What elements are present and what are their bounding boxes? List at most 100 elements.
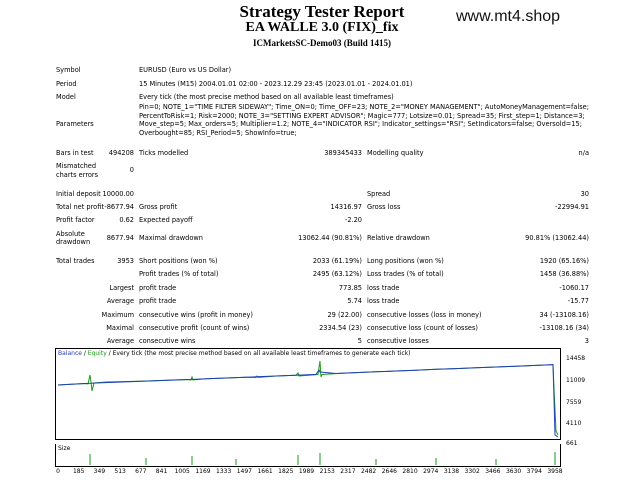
spread-label: Spread <box>367 190 391 198</box>
largest-loss-value: -1060.17 <box>559 284 589 292</box>
ticks-label: Ticks modelled <box>139 149 189 157</box>
total-trades-label: Total trades <box>56 257 95 265</box>
profit-trades-label: Profit trades (% of total) <box>139 270 219 278</box>
x-tick: 2153 <box>319 468 335 475</box>
x-tick: 1497 <box>236 468 253 475</box>
average-profit-label: profit trade <box>139 297 177 305</box>
largest-label: Largest <box>109 284 134 292</box>
balance-line-plot <box>57 360 559 438</box>
expert-name: EA WALLE 3.0 (FIX)_fix <box>245 20 399 35</box>
relative-drawdown-value: 90.81% (13062.44) <box>525 234 589 242</box>
size-bars <box>89 452 556 465</box>
y-tick: 11009 <box>566 377 586 384</box>
largest-profit-label: profit trade <box>139 284 177 292</box>
report-header: Strategy Tester Report EA WALLE 3.0 (FIX… <box>0 0 640 56</box>
equity-line <box>57 360 559 436</box>
x-tick: 2974 <box>423 468 439 475</box>
x-tick: 3794 <box>526 468 542 475</box>
expected-payoff-value: -2.20 <box>344 216 362 224</box>
profit-trades-value: 2495 (63.12%) <box>312 270 362 278</box>
avg-consecutive-losses-label: consecutive losses <box>367 337 429 345</box>
maximal-consecutive-loss-value: -13108.16 (34) <box>539 324 589 332</box>
x-tick: 349 <box>93 468 106 475</box>
deposit-value: 10000.00 <box>102 190 134 198</box>
maximal-consecutive-profit-label: consecutive profit (count of wins) <box>139 324 250 332</box>
legend-separator: / <box>81 350 88 357</box>
absolute-drawdown-value: 8677.94 <box>106 234 134 242</box>
average-loss-value: -15.77 <box>567 297 589 305</box>
x-tick: 1661 <box>257 468 273 475</box>
max-consecutive-losses-label: consecutive losses (loss in money) <box>367 311 482 319</box>
absolute-drawdown-label-2: drawdown <box>56 238 91 246</box>
long-positions-value: 1920 (65.16%) <box>539 257 589 265</box>
legend-description: / Every tick (the most precise method ba… <box>106 350 411 357</box>
maximal-label: Maximal <box>106 324 134 332</box>
gross-loss-value: -22994.91 <box>555 203 589 211</box>
relative-drawdown-label: Relative drawdown <box>367 234 430 242</box>
symbol-label: Symbol <box>56 66 81 74</box>
gross-profit-value: 14316.97 <box>330 203 362 211</box>
mismatch-label-2: charts errors <box>56 171 99 179</box>
balance-line <box>57 364 559 438</box>
bars-label: Bars in test <box>56 149 94 157</box>
mismatch-label-1: Mismatched <box>56 162 97 170</box>
maximal-drawdown-label: Maximal drawdown <box>139 234 203 242</box>
y-tick: 14458 <box>566 355 586 362</box>
average-profit-value: 5.74 <box>347 297 362 305</box>
x-tick: 1989 <box>298 468 315 475</box>
x-tick: 0 <box>56 468 60 475</box>
avg-consecutive-wins-value: 5 <box>357 337 362 345</box>
x-tick: 3958 <box>547 468 563 475</box>
model-label: Model <box>56 93 76 101</box>
loss-trades-value: 1458 (36.88%) <box>539 270 589 278</box>
x-tick: 3138 <box>443 468 460 475</box>
parameters-value: Pin=0; NOTE_1="TIME FILTER SIDEWAY"; Tim… <box>139 103 589 137</box>
y-tick: 7559 <box>566 399 582 406</box>
gross-profit-label: Gross profit <box>139 203 178 211</box>
y-tick: 4110 <box>566 420 582 427</box>
average-loss-label: loss trade <box>367 297 400 305</box>
quality-value: n/a <box>578 149 589 157</box>
expected-payoff-label: Expected payoff <box>139 216 193 224</box>
period-value: 15 Minutes (M15) 2004.01.01 02:00 - 2023… <box>139 80 413 88</box>
spread-value: 30 <box>580 190 589 198</box>
ticks-value: 389345433 <box>324 149 362 157</box>
x-tick: 2482 <box>360 468 377 475</box>
avg-consecutive-wins-label: consecutive wins <box>139 337 196 345</box>
parameters-label: Parameters <box>56 120 94 128</box>
x-tick: 1333 <box>216 468 232 475</box>
x-tick: 2646 <box>381 468 397 475</box>
gross-loss-label: Gross loss <box>367 203 401 211</box>
absolute-drawdown-label-1: Absolute <box>56 230 85 238</box>
quality-label: Modelling quality <box>367 149 424 157</box>
x-tick: 185 <box>72 468 85 475</box>
deposit-label: Initial deposit <box>56 190 101 198</box>
avg-consecutive-losses-value: 3 <box>584 337 589 345</box>
max-consecutive-wins-label: consecutive wins (profit in money) <box>139 311 254 319</box>
maximum-label: Maximum <box>101 311 135 319</box>
max-consecutive-losses-value: 34 (-13108.16) <box>539 311 589 319</box>
average-label: Average <box>106 297 134 305</box>
size-panel: Size <box>55 444 561 467</box>
report-title: Strategy Tester Report <box>239 2 405 21</box>
chart-legend: Balance / Equity / Every tick (the most … <box>58 350 411 357</box>
model-value: Every tick (the most precise method base… <box>139 93 394 101</box>
total-trades-value: 3953 <box>117 257 134 265</box>
x-tick: 1005 <box>174 468 190 475</box>
x-tick: 3302 <box>464 468 480 475</box>
watermark: www.mt4.shop <box>456 8 561 25</box>
short-positions-label: Short positions (won %) <box>139 257 218 265</box>
x-tick: 841 <box>155 468 168 475</box>
size-label: Size <box>58 445 71 452</box>
legend-balance: Balance <box>58 350 82 357</box>
average-consecutive-label: Average <box>106 337 134 345</box>
x-tick: 513 <box>114 468 126 475</box>
largest-profit-value: 773.85 <box>338 284 362 292</box>
long-positions-label: Long positions (won %) <box>367 257 444 265</box>
bars-value: 494208 <box>108 149 134 157</box>
y-tick: 661 <box>566 440 578 447</box>
x-tick: 3630 <box>505 468 522 475</box>
maximal-consecutive-loss-label: consecutive loss (count of losses) <box>367 324 478 332</box>
x-tick: 1825 <box>278 468 294 475</box>
profit-factor-value: 0.62 <box>119 216 134 224</box>
